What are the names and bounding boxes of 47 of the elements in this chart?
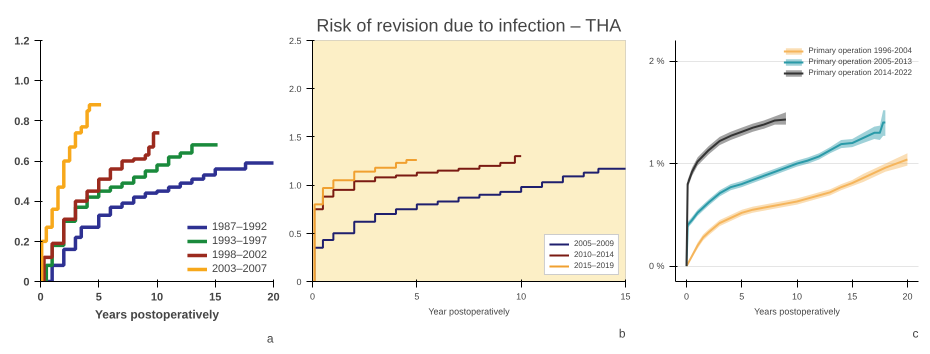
text: b (618, 326, 626, 340)
x-tick-label: 15 (847, 292, 858, 302)
y-tick-label: 0.5 (288, 228, 302, 239)
y-tick-label: 1.0 (14, 76, 30, 88)
y-tick-label: 1.2 (14, 36, 30, 48)
y-tick-label: 1.5 (288, 132, 302, 142)
x-tick-label: 20 (267, 292, 280, 304)
x-tick-label: 10 (516, 292, 526, 302)
legend-label: Primary operation 2005-2013 (808, 57, 912, 66)
legend-label: 1998–2002 (212, 249, 267, 261)
x-tick-label: 0 (310, 292, 316, 302)
y-tick-label: 2.5 (288, 36, 302, 46)
legend-label: Primary operation 1996-2004 (808, 46, 912, 55)
y-tick-label: 0 (23, 276, 30, 288)
x-tick-label: 0 (37, 292, 44, 304)
x-axis-title: Year postoperatively (428, 306, 510, 316)
x-axis-title: Years postoperatively (94, 308, 220, 322)
x-tick-label: 0 (684, 292, 690, 302)
x-tick-label: 5 (414, 292, 420, 302)
x-tick-label: 20 (902, 292, 912, 302)
text: c (912, 326, 918, 340)
legend-label: 2015–2019 (574, 261, 614, 270)
y-tick-label: 0.6 (14, 156, 30, 168)
y-tick-label: 0.2 (14, 236, 30, 248)
x-tick-label: 5 (96, 292, 102, 304)
y-tick-label: 0 (296, 277, 302, 287)
legend-label: 2010–2014 (574, 250, 614, 259)
x-tick-label: 5 (739, 292, 744, 302)
legend-label: Primary operation 2014-2022 (808, 68, 912, 77)
y-tick-label: 2.0 (288, 84, 302, 94)
y-tick-label: 0.8 (14, 116, 30, 128)
legend-label: 1987–1992 (212, 221, 267, 233)
y-tick-label: 1 % (648, 158, 665, 169)
legend-label: 2003–2007 (212, 263, 267, 275)
x-tick-label: 10 (792, 292, 802, 302)
y-tick-label: 2 % (648, 56, 665, 66)
legend-label: 2005–2009 (574, 239, 614, 248)
y-tick-label: 1.0 (288, 180, 302, 191)
legend-label: 1993–1997 (212, 235, 267, 247)
x-tick-label: 15 (209, 292, 222, 304)
y-tick-label: 0 % (648, 261, 665, 272)
x-axis-title: Years postoperatively (754, 306, 840, 316)
y-tick-label: 0.4 (14, 196, 30, 208)
text: a (266, 332, 274, 346)
chart-title: Risk of revision due to infection – THA (316, 16, 622, 36)
x-tick-label: 15 (620, 292, 631, 302)
x-tick-label: 10 (150, 292, 164, 304)
